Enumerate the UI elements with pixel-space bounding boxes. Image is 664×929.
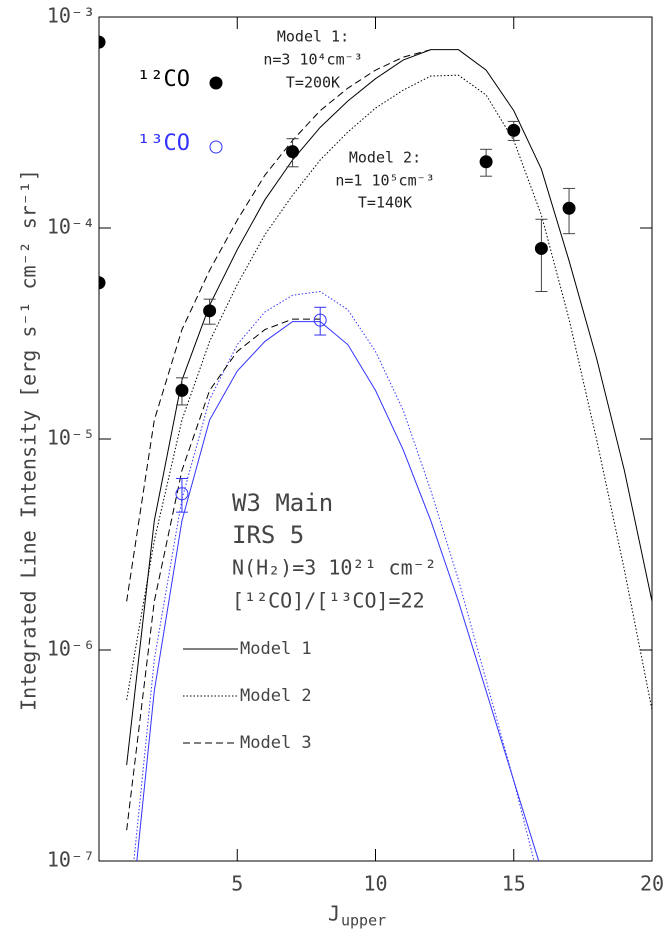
legend-label: Model 3	[240, 733, 312, 753]
x-tick-label: 5	[231, 872, 243, 896]
error-bar	[314, 306, 327, 336]
y-tick-label: 10⁻⁷	[47, 848, 95, 872]
model-curve	[126, 49, 431, 602]
legend-label: Model 2	[240, 686, 312, 706]
model-curve	[133, 290, 535, 861]
annotation: T=200K	[286, 74, 340, 92]
model-curve	[136, 321, 540, 861]
data-point	[99, 35, 106, 49]
legend-label: ¹²CO	[137, 67, 190, 92]
data-point	[313, 313, 327, 327]
y-tick-label: 10⁻³	[47, 4, 95, 28]
error-bar	[175, 477, 188, 513]
data-point	[175, 487, 189, 501]
data-point	[534, 241, 548, 255]
y-axis-label: Integrated Line Intensity [erg s⁻¹ cm⁻² …	[17, 169, 41, 711]
model-curve	[126, 49, 652, 766]
data-point	[203, 304, 217, 318]
annotation: Model 1:	[277, 28, 349, 46]
data-point	[562, 201, 576, 215]
annotation: n=1 10⁵cm⁻³	[335, 172, 434, 190]
annotation: T=140K	[358, 194, 412, 212]
legend-marker	[209, 140, 223, 154]
source-label: IRS 5	[232, 521, 304, 549]
x-tick-label: 15	[502, 872, 526, 896]
x-axis-label-sub: upper	[341, 912, 386, 929]
source-label: W3 Main	[232, 489, 333, 517]
model-curve	[126, 318, 321, 831]
model-curve	[126, 74, 652, 711]
data-point	[479, 155, 493, 169]
data-point	[175, 383, 189, 397]
legend-label: Model 1	[240, 639, 312, 659]
legend-marker	[209, 76, 223, 90]
source-label: [¹²CO]/[¹³CO]=22	[232, 589, 425, 613]
data-point	[286, 145, 300, 159]
x-axis-label: J	[328, 902, 340, 926]
data-point	[99, 276, 106, 290]
y-tick-label: 10⁻⁴	[47, 215, 95, 239]
annotation: Model 2:	[349, 149, 421, 167]
x-tick-label: 10	[363, 872, 387, 896]
data-point	[507, 123, 521, 137]
x-tick-label: 20	[640, 872, 664, 896]
y-tick-label: 10⁻⁶	[47, 637, 95, 661]
error-bar	[535, 218, 548, 293]
y-tick-label: 10⁻⁵	[47, 426, 95, 450]
plot-area	[99, 35, 652, 861]
source-label: N(H₂)=3 10²¹ cm⁻²	[232, 556, 437, 580]
legend-label: ¹³CO	[137, 131, 190, 156]
annotation: n=3 10⁴cm⁻³	[263, 51, 362, 69]
